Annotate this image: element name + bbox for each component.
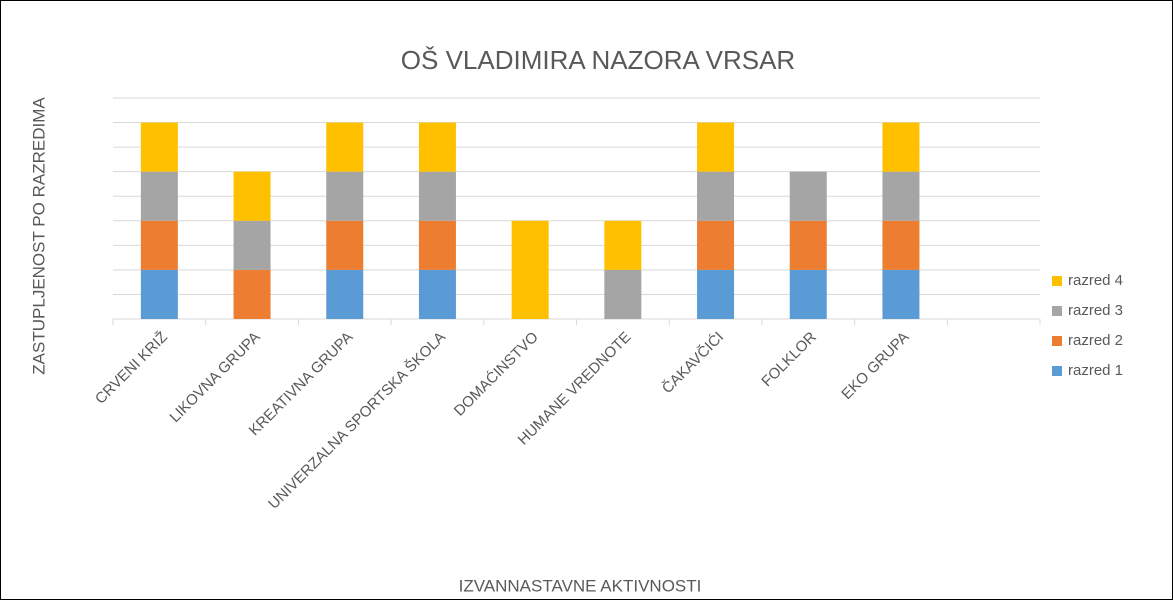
bar-segment bbox=[604, 220, 642, 270]
x-axis-label: IZVANNASTAVNE AKTIVNOSTI bbox=[459, 576, 702, 595]
bar-segment bbox=[233, 220, 271, 270]
bar-segment bbox=[140, 220, 178, 270]
bar-segment bbox=[697, 220, 735, 270]
bar-segment bbox=[233, 171, 271, 221]
bar-segment bbox=[882, 220, 920, 270]
bar-segment bbox=[789, 171, 827, 221]
legend-swatch bbox=[1052, 306, 1062, 316]
bar-segment bbox=[418, 171, 456, 221]
bar-segment bbox=[697, 269, 735, 319]
y-axis-label: ZASTUPLJENOST PO RAZREDIMA bbox=[29, 97, 48, 375]
bar-segment bbox=[789, 269, 827, 319]
bar-segment bbox=[326, 269, 364, 319]
bar-segment bbox=[140, 269, 178, 319]
legend-label: razred 2 bbox=[1068, 332, 1123, 349]
chart-title: OŠ VLADIMIRA NAZORA VRSAR bbox=[401, 45, 795, 75]
bar-segment bbox=[789, 220, 827, 270]
bar-segment bbox=[882, 122, 920, 172]
legend-label: razred 3 bbox=[1068, 302, 1123, 319]
bar-segment bbox=[882, 269, 920, 319]
bar-segment bbox=[140, 171, 178, 221]
bar-segment bbox=[697, 171, 735, 221]
bar-segment bbox=[882, 171, 920, 221]
bar-segment bbox=[326, 171, 364, 221]
legend-swatch bbox=[1052, 336, 1062, 346]
bar-segment bbox=[604, 269, 642, 319]
bar-segment bbox=[233, 269, 271, 319]
bar-segment bbox=[326, 122, 364, 172]
legend-label: razred 4 bbox=[1068, 272, 1123, 289]
legend-swatch bbox=[1052, 276, 1062, 286]
bar-segment bbox=[511, 220, 549, 319]
bar-segment bbox=[326, 220, 364, 270]
legend-swatch bbox=[1052, 366, 1062, 376]
bar-segment bbox=[697, 122, 735, 172]
bar-segment bbox=[418, 269, 456, 319]
bar-segment bbox=[418, 122, 456, 172]
bar-segment bbox=[140, 122, 178, 172]
legend-label: razred 1 bbox=[1068, 362, 1123, 379]
bar-segment bbox=[418, 220, 456, 270]
